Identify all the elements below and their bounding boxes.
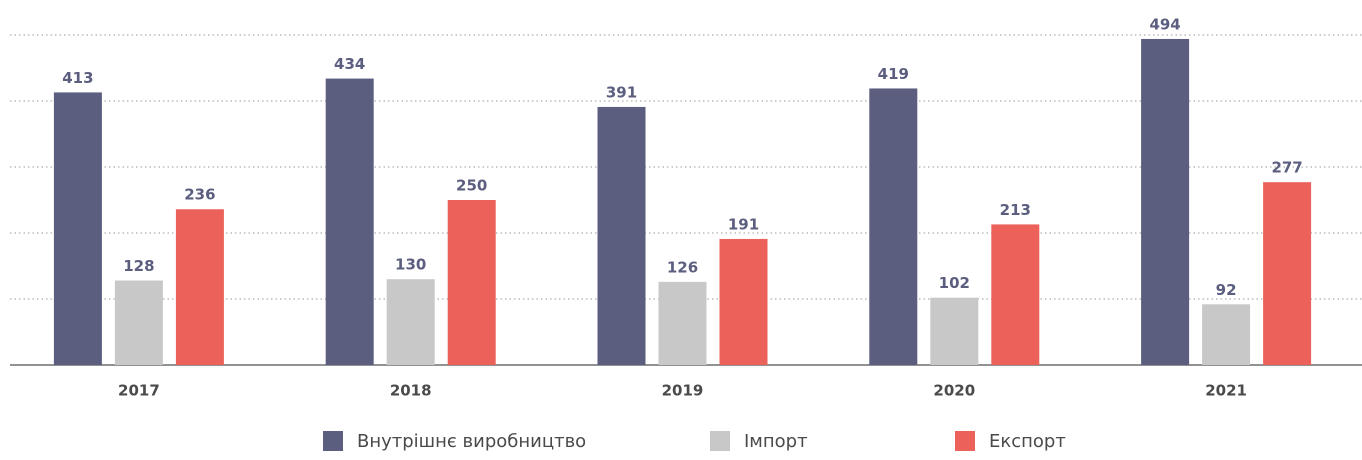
bar <box>1141 38 1190 366</box>
value-label: 419 <box>878 65 909 83</box>
value-label: 391 <box>606 83 637 101</box>
bar <box>1202 304 1251 365</box>
value-label: 126 <box>667 258 698 276</box>
value-label: 128 <box>123 257 154 275</box>
bar <box>114 280 163 365</box>
value-label: 130 <box>395 256 426 274</box>
legend-swatch <box>710 431 730 451</box>
value-label: 213 <box>1000 201 1031 219</box>
bar <box>930 297 979 365</box>
value-label: 92 <box>1216 281 1237 299</box>
bar <box>386 279 435 365</box>
bar <box>53 92 102 366</box>
bar <box>719 238 768 365</box>
legend-label: Експорт <box>989 431 1066 452</box>
bar <box>325 78 374 365</box>
x-tick-label: 2018 <box>390 382 432 400</box>
x-tick-label: 2020 <box>933 382 975 400</box>
legend-swatch <box>955 431 975 451</box>
legend-label: Внутрішнє виробництво <box>357 431 586 452</box>
x-tick-label: 2019 <box>662 382 704 400</box>
value-label: 277 <box>1271 159 1302 177</box>
bar <box>447 200 496 365</box>
bar <box>597 106 646 365</box>
value-label: 236 <box>184 186 215 204</box>
value-label: 102 <box>939 274 970 292</box>
value-label: 250 <box>456 177 487 195</box>
value-label: 191 <box>728 215 759 233</box>
bar <box>869 88 918 366</box>
x-tick-label: 2017 <box>118 382 160 400</box>
bar <box>991 224 1040 365</box>
value-label: 413 <box>62 69 93 87</box>
bar <box>1263 182 1312 365</box>
value-label: 434 <box>334 55 365 73</box>
x-tick-label: 2021 <box>1205 382 1247 400</box>
bar <box>175 209 224 365</box>
legend-swatch <box>323 431 343 451</box>
legend-label: Імпорт <box>744 431 808 452</box>
value-label: 494 <box>1149 15 1180 33</box>
bar <box>658 281 707 365</box>
